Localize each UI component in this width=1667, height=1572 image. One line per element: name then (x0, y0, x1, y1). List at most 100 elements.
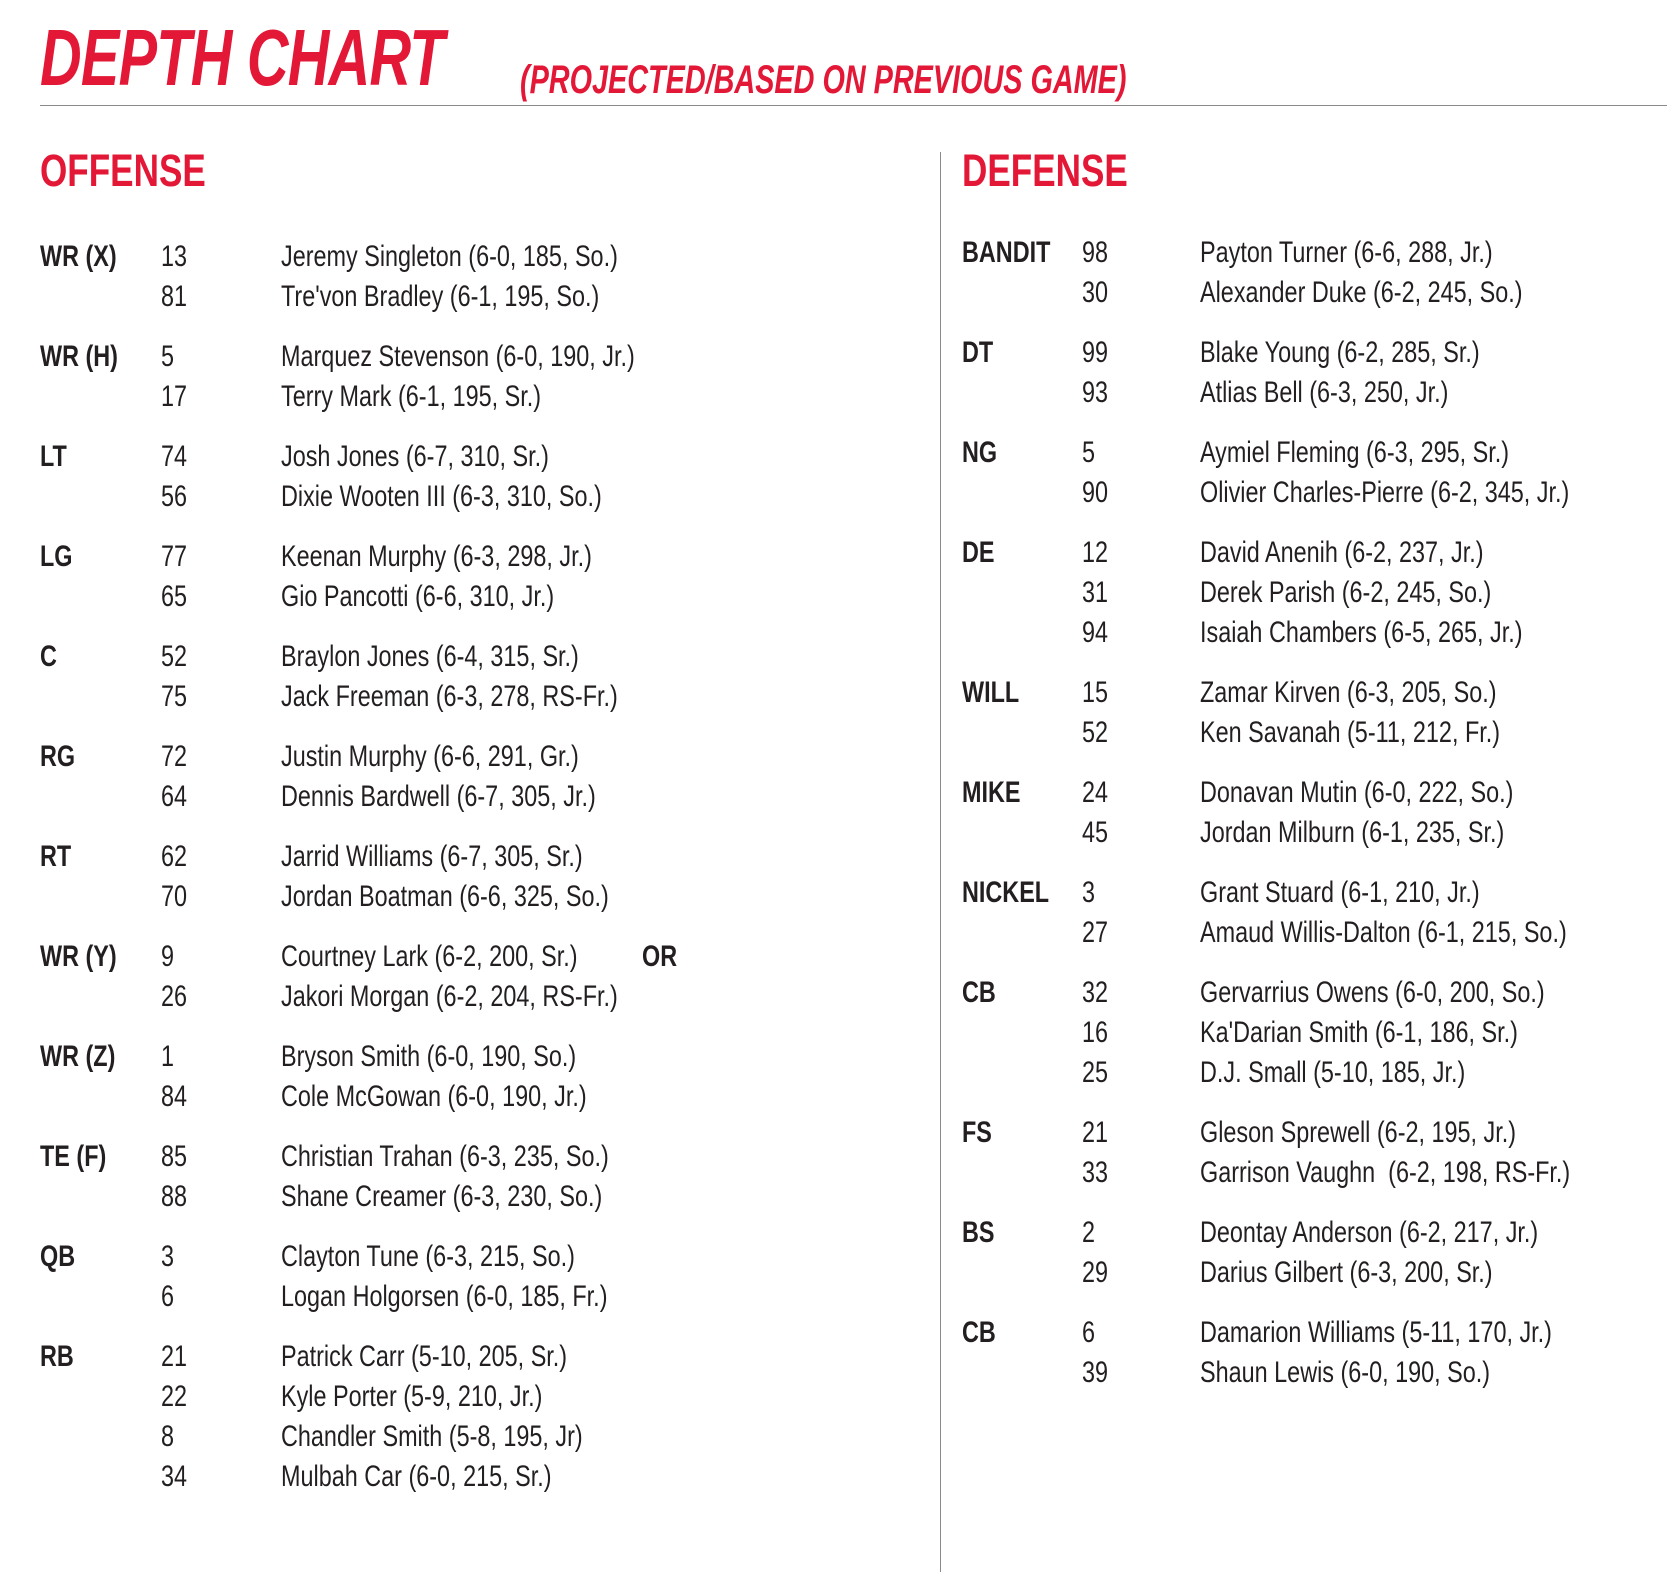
header-divider (40, 105, 1667, 106)
position-group: DT 99 Blake Young (6-2, 285, Sr.) 93 Atlias … (962, 333, 1652, 413)
position-group: TE (F) 85 Christian Trahan (6-3, 235, So.)… (40, 1137, 920, 1217)
position-label: RT (40, 840, 72, 873)
position-label: WR (Z) (40, 1040, 116, 1073)
jersey-number: 5 (1082, 436, 1096, 469)
position-label: CB (962, 1316, 996, 1349)
jersey-number: 29 (1082, 1256, 1109, 1289)
player-name: Gervarrius Owens (6-0, 200, So.) (1200, 976, 1545, 1009)
player-row: NICKEL 3 Grant Stuard (6-1, 210, Jr.) (962, 873, 1652, 913)
jersey-number: 8 (161, 1420, 175, 1453)
player-name: Jordan Milburn (6-1, 235, Sr.) (1200, 816, 1505, 849)
player-name: Shane Creamer (6-3, 230, So.) (281, 1180, 603, 1213)
player-name: Jakori Morgan (6-2, 204, RS-Fr.) (281, 980, 618, 1013)
jersey-number: 6 (161, 1280, 175, 1313)
offense-depth-list: WR (X) 13 Jeremy Singleton (6-0, 185, So.)… (40, 237, 920, 1517)
position-group: WR (H) 5 Marquez Stevenson (6-0, 190, Jr.)… (40, 337, 920, 417)
player-row: 33 Garrison Vaughn (6-2, 198, RS-Fr.) (962, 1153, 1652, 1193)
offense-heading: OFFENSE (40, 145, 206, 196)
player-name: Jordan Boatman (6-6, 325, So.) (281, 880, 609, 913)
player-row: WR (X) 13 Jeremy Singleton (6-0, 185, So.) (40, 237, 920, 277)
jersey-number: 77 (161, 540, 188, 573)
player-name: Keenan Murphy (6-3, 298, Jr.) (281, 540, 592, 573)
player-row: 75 Jack Freeman (6-3, 278, RS-Fr.) (40, 677, 920, 717)
player-name: Justin Murphy (6-6, 291, Gr.) (281, 740, 579, 773)
position-group: DE 12 David Anenih (6-2, 237, Jr.) 31 Derek … (962, 533, 1652, 653)
position-label: C (40, 640, 57, 673)
player-name: Derek Parish (6-2, 245, So.) (1200, 576, 1492, 609)
player-row: 26 Jakori Morgan (6-2, 204, RS-Fr.) (40, 977, 920, 1017)
player-row: 93 Atlias Bell (6-3, 250, Jr.) (962, 373, 1652, 413)
jersey-number: 52 (1082, 716, 1109, 749)
player-name: Gleson Sprewell (6-2, 195, Jr.) (1200, 1116, 1517, 1149)
position-group: CB 6 Damarion Williams (5-11, 170, Jr.) 39 S… (962, 1313, 1652, 1393)
position-label: WILL (962, 676, 1020, 709)
player-row: 29 Darius Gilbert (6-3, 200, Sr.) (962, 1253, 1652, 1293)
player-row: 88 Shane Creamer (6-3, 230, So.) (40, 1177, 920, 1217)
defense-depth-list: BANDIT 98 Payton Turner (6-6, 288, Jr.) 30 A… (962, 233, 1652, 1413)
position-label: LT (40, 440, 67, 473)
jersey-number: 17 (161, 380, 188, 413)
position-group: WR (Y) OR 9 Courtney Lark (6-2, 200, Sr.) 26… (40, 937, 920, 1017)
jersey-number: 94 (1082, 616, 1109, 649)
player-row: 30 Alexander Duke (6-2, 245, So.) (962, 273, 1652, 313)
jersey-number: 3 (1082, 876, 1096, 909)
player-row: QB 3 Clayton Tune (6-3, 215, So.) (40, 1237, 920, 1277)
jersey-number: 15 (1082, 676, 1109, 709)
position-group: WR (X) 13 Jeremy Singleton (6-0, 185, So.)… (40, 237, 920, 317)
player-name: Courtney Lark (6-2, 200, Sr.) (281, 940, 578, 973)
player-row: RG 72 Justin Murphy (6-6, 291, Gr.) (40, 737, 920, 777)
player-name: Amaud Willis-Dalton (6-1, 215, So.) (1200, 916, 1567, 949)
player-row: 45 Jordan Milburn (6-1, 235, Sr.) (962, 813, 1652, 853)
position-label: WR (X) (40, 240, 117, 273)
player-name: Deontay Anderson (6-2, 217, Jr.) (1200, 1216, 1539, 1249)
player-name: Damarion Williams (5-11, 170, Jr.) (1200, 1316, 1552, 1349)
player-row: CB 32 Gervarrius Owens (6-0, 200, So.) (962, 973, 1652, 1013)
jersey-number: 52 (161, 640, 188, 673)
column-divider (940, 152, 941, 1572)
position-group: MIKE 24 Donavan Mutin (6-0, 222, So.) 45 Jor… (962, 773, 1652, 853)
player-row: 70 Jordan Boatman (6-6, 325, So.) (40, 877, 920, 917)
player-row: TE (F) 85 Christian Trahan (6-3, 235, So.) (40, 1137, 920, 1177)
player-row: MIKE 24 Donavan Mutin (6-0, 222, So.) (962, 773, 1652, 813)
player-name: Alexander Duke (6-2, 245, So.) (1200, 276, 1523, 309)
jersey-number: 99 (1082, 336, 1109, 369)
jersey-number: 2 (1082, 1216, 1096, 1249)
position-group: C 52 Braylon Jones (6-4, 315, Sr.) 75 Jack F… (40, 637, 920, 717)
player-name: Bryson Smith (6-0, 190, So.) (281, 1040, 577, 1073)
player-name: Isaiah Chambers (6-5, 265, Jr.) (1200, 616, 1523, 649)
player-row: 56 Dixie Wooten III (6-3, 310, So.) (40, 477, 920, 517)
player-row: 8 Chandler Smith (5-8, 195, Jr) (40, 1417, 920, 1457)
jersey-number: 45 (1082, 816, 1109, 849)
position-group: BANDIT 98 Payton Turner (6-6, 288, Jr.) 30 A… (962, 233, 1652, 313)
position-group: LG 77 Keenan Murphy (6-3, 298, Jr.) 65 Gio P… (40, 537, 920, 617)
position-label: DE (962, 536, 995, 569)
position-label: FS (962, 1116, 992, 1149)
page-header: DEPTH CHART (40, 18, 601, 98)
position-label: MIKE (962, 776, 1021, 809)
or-label: OR (642, 940, 678, 973)
player-name: Payton Turner (6-6, 288, Jr.) (1200, 236, 1493, 269)
player-name: Blake Young (6-2, 285, Sr.) (1200, 336, 1480, 369)
player-row: C 52 Braylon Jones (6-4, 315, Sr.) (40, 637, 920, 677)
position-label: BS (962, 1216, 995, 1249)
jersey-number: 13 (161, 240, 188, 273)
position-group: NG 5 Aymiel Fleming (6-3, 295, Sr.) 90 Olivi… (962, 433, 1652, 513)
position-group: WILL 15 Zamar Kirven (6-3, 205, So.) 52 Ken … (962, 673, 1652, 753)
position-group: CB 32 Gervarrius Owens (6-0, 200, So.) 16 Ka… (962, 973, 1652, 1093)
player-row: WR (Y) OR 9 Courtney Lark (6-2, 200, Sr.) (40, 937, 920, 977)
player-name: Terry Mark (6-1, 195, Sr.) (281, 380, 542, 413)
position-label: DT (962, 336, 994, 369)
position-label: RB (40, 1340, 74, 1373)
jersey-number: 21 (161, 1340, 188, 1373)
position-group: WR (Z) 1 Bryson Smith (6-0, 190, So.) 84 Col… (40, 1037, 920, 1117)
player-name: Ka'Darian Smith (6-1, 186, Sr.) (1200, 1016, 1518, 1049)
jersey-number: 93 (1082, 376, 1109, 409)
player-row: 25 D.J. Small (5-10, 185, Jr.) (962, 1053, 1652, 1093)
player-name: Olivier Charles-Pierre (6-2, 345, Jr.) (1200, 476, 1570, 509)
player-name: Atlias Bell (6-3, 250, Jr.) (1200, 376, 1449, 409)
player-row: LG 77 Keenan Murphy (6-3, 298, Jr.) (40, 537, 920, 577)
player-name: Josh Jones (6-7, 310, Sr.) (281, 440, 549, 473)
player-name: Mulbah Car (6-0, 215, Sr.) (281, 1460, 552, 1493)
player-row: WR (Z) 1 Bryson Smith (6-0, 190, So.) (40, 1037, 920, 1077)
player-name: Kyle Porter (5-9, 210, Jr.) (281, 1380, 543, 1413)
